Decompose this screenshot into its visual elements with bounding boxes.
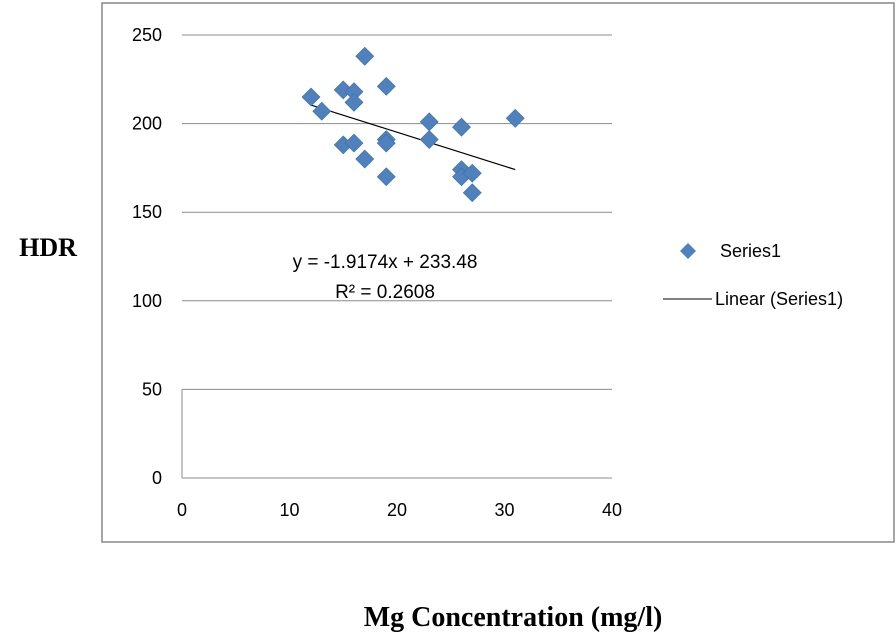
gridlines: [182, 34, 612, 390]
trendline-r-squared: R² = 0.2608: [335, 282, 435, 303]
data-point: [301, 87, 321, 107]
data-point: [355, 46, 375, 66]
y-tick-label: 100: [132, 291, 162, 311]
chart-frame: [101, 2, 895, 543]
data-point: [312, 101, 332, 121]
trendline-group: [310, 104, 516, 171]
data-point: [452, 117, 471, 137]
x-tick-label: 30: [494, 500, 514, 520]
y-tick-label: 50: [142, 379, 162, 399]
x-tick-label: 20: [387, 500, 407, 520]
legend-label-series1: Series1: [720, 241, 781, 261]
data-point: [462, 183, 482, 203]
data-point: [505, 108, 525, 128]
axes: [181, 389, 612, 479]
data-point: [462, 163, 482, 183]
data-points: [301, 46, 525, 203]
trendline: [310, 104, 516, 171]
x-axis-title: Mg Concentration (mg/l): [364, 602, 663, 633]
y-tick-label: 150: [132, 202, 162, 222]
legend-marker-series1: [680, 243, 696, 259]
y-tick-label: 250: [132, 25, 162, 45]
data-point: [376, 76, 396, 96]
x-tick-label: 40: [602, 500, 622, 520]
y-axis-title: HDR: [19, 233, 77, 262]
y-tick-label: 0: [152, 468, 162, 488]
data-point: [419, 130, 439, 149]
data-point: [355, 149, 375, 169]
data-point: [376, 167, 396, 187]
x-tick-label: 10: [279, 500, 299, 520]
data-point: [344, 133, 364, 153]
y-tick-label: 200: [132, 114, 162, 134]
x-tick-label: 0: [177, 500, 187, 520]
trendline-equation: y = -1.9174x + 233.48: [293, 252, 478, 273]
y-tick-labels: 0 50 100 150 200 250: [132, 25, 162, 488]
data-point: [376, 133, 396, 153]
x-tick-labels: 0 10 20 30 40: [177, 500, 622, 520]
legend: Series1 Linear (Series1): [663, 241, 843, 309]
legend-label-trendline: Linear (Series1): [715, 289, 843, 309]
data-point: [344, 92, 364, 112]
